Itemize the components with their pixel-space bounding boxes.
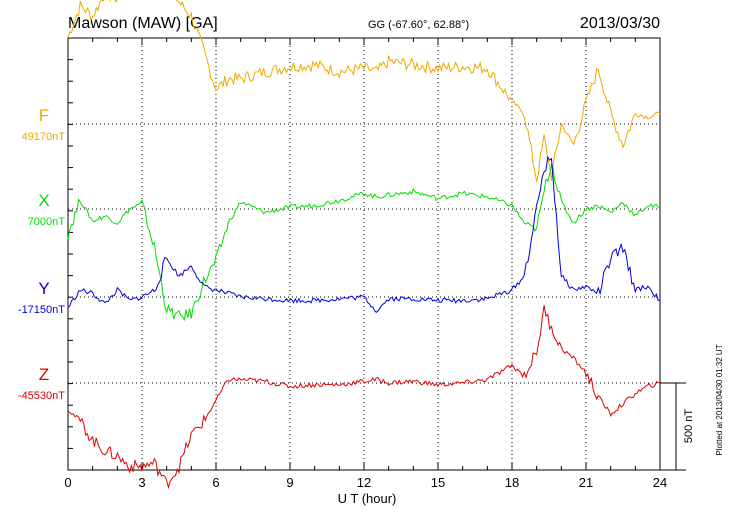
grid-lines [68, 38, 660, 470]
scale-bar: 500 nT [660, 382, 695, 471]
series-baseline-Y: -17150nT [18, 304, 65, 316]
station-coords: GG (-67.60°, 62.88°) [368, 19, 469, 31]
series-baseline-X: 7000nT [28, 216, 66, 228]
x-tick-label: 0 [64, 475, 71, 490]
series-name-X: X [38, 191, 49, 210]
x-tick-label: 15 [431, 475, 445, 490]
station-title: Mawson (MAW) [GA] [68, 15, 218, 32]
series-baseline-Z: -45530nT [18, 390, 65, 402]
series-line-X [67, 163, 661, 322]
scale-bar-label: 500 nT [683, 409, 695, 444]
series-name-F: F [39, 106, 49, 125]
series-line-Y [67, 155, 661, 313]
x-tick-label: 9 [286, 475, 293, 490]
plotted-note: Plotted at 2013/04/30 01:32 UT [715, 344, 724, 455]
x-tick-label: 18 [505, 475, 519, 490]
series-line-F [67, 0, 661, 183]
series-lines [67, 0, 661, 490]
series-name-Y: Y [38, 279, 49, 298]
x-axis-label: U T (hour) [338, 491, 397, 506]
x-tick-label: 12 [357, 475, 371, 490]
x-tick-label: 3 [138, 475, 145, 490]
x-tick-labels: 0 3 6 9 12 15 18 21 24 [64, 475, 667, 490]
series-line-Z [67, 305, 661, 490]
x-tick-label: 24 [653, 475, 667, 490]
series-baseline-F: 49170nT [22, 131, 66, 143]
series-name-Z: Z [39, 365, 49, 384]
series-labels: F 49170nT X 7000nT Y -17150nT Z -45530nT [18, 106, 65, 402]
date-label: 2013/03/30 [580, 15, 660, 32]
x-tick-label: 21 [579, 475, 593, 490]
x-tick-label: 6 [212, 475, 219, 490]
